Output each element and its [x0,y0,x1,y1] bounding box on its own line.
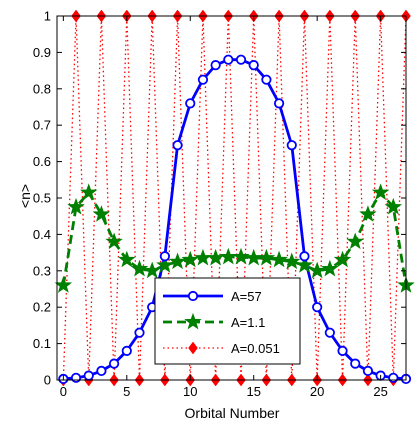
point-A=1.1-14 [232,247,250,265]
point-A=1.1-5 [118,250,136,268]
point-A=57-11 [197,74,209,85]
point-A=57-21 [324,327,335,338]
point-A=1.1-23 [346,232,364,250]
point-A=57-15 [248,60,259,71]
point-A=57-9 [172,140,183,151]
x-tick-label: 5 [123,384,130,399]
y-tick-label: 0.9 [33,45,51,60]
y-tick-label: 0.4 [33,227,51,242]
point-A=57-6 [134,327,145,338]
point-A=1.1-24 [359,205,377,222]
point-A=57-5 [121,345,132,356]
point-A=57-20 [312,302,323,313]
point-A=57-23 [350,358,361,369]
point-A=57-13 [223,54,234,65]
point-A=57-12 [210,60,221,71]
x-tick-label: 25 [373,384,387,399]
y-tick-label: 0.7 [33,118,51,133]
point-A=57-16 [261,74,272,85]
point-A=1.1-9 [168,252,187,270]
x-tick-label: 15 [246,384,260,399]
x-tick-label: 10 [183,384,197,399]
point-A=57-14 [235,54,247,65]
point-A=1.1-7 [143,261,161,279]
point-A=1.1-6 [130,259,149,277]
x-axis-label: Orbital Number [185,405,280,421]
point-A=57-18 [286,140,297,151]
point-A=1.1-0 [54,276,73,293]
point-A=1.1-1 [67,197,85,215]
point-A=1.1-2 [80,183,98,200]
y-tick-label: 0.3 [33,263,51,278]
legend-label-A=1.1: A=1.1 [231,315,265,330]
y-tick-label: 0 [44,373,51,388]
legend-marker-A=57 [187,290,199,302]
point-A=1.1-16 [257,248,276,266]
point-A=57-3 [96,365,107,376]
point-A=57-2 [83,370,94,381]
point-A=1.1-4 [105,232,123,250]
y-tick-label: 0.8 [33,81,51,96]
point-A=57-17 [273,98,285,109]
point-A=1.1-22 [333,250,352,268]
point-A=1.1-20 [308,261,326,279]
point-A=57-8 [159,251,170,262]
y-tick-label: 0.1 [33,336,51,351]
legend-label-A=57: A=57 [231,289,262,304]
legend: A=57 A=1.1 A=0.051 [154,277,301,365]
point-A=1.1-19 [295,256,314,273]
point-A=1.1-17 [270,250,288,268]
point-A=1.1-10 [181,250,199,268]
y-tick-label: 1 [44,9,51,24]
point-A=1.1-3 [92,205,111,222]
x-tick-label: 20 [310,384,324,399]
series-line-A=0.051 [62,15,406,381]
legend-marker-A=1.1 [184,312,202,330]
series-line-A=1.1 [61,191,406,286]
x-tick-label: 0 [60,384,67,399]
point-A=57-22 [337,345,348,356]
point-A=57-4 [109,358,120,369]
point-A=1.1-21 [321,259,339,277]
point-A=57-1 [70,372,82,383]
series-line-A=57 [63,58,406,381]
point-A=1.1-25 [371,183,390,200]
point-A=57-24 [362,365,374,376]
legend-label-A=0.051: A=0.051 [231,341,280,356]
point-A=1.1-12 [206,248,225,266]
point-A=1.1-8 [156,256,174,273]
y-tick-label: 0.5 [33,191,51,206]
y-tick-label: 0.6 [33,154,51,169]
point-A=57-19 [299,251,310,262]
point-A=1.1-18 [283,252,301,270]
point-A=1.1-26 [384,197,403,215]
point-A=57-26 [388,372,399,383]
point-A=57-10 [185,98,196,109]
y-tick-label: 0.2 [33,300,51,315]
legend-marker-A=0.051 [188,341,198,355]
y-axis-label: <n> [17,184,33,208]
